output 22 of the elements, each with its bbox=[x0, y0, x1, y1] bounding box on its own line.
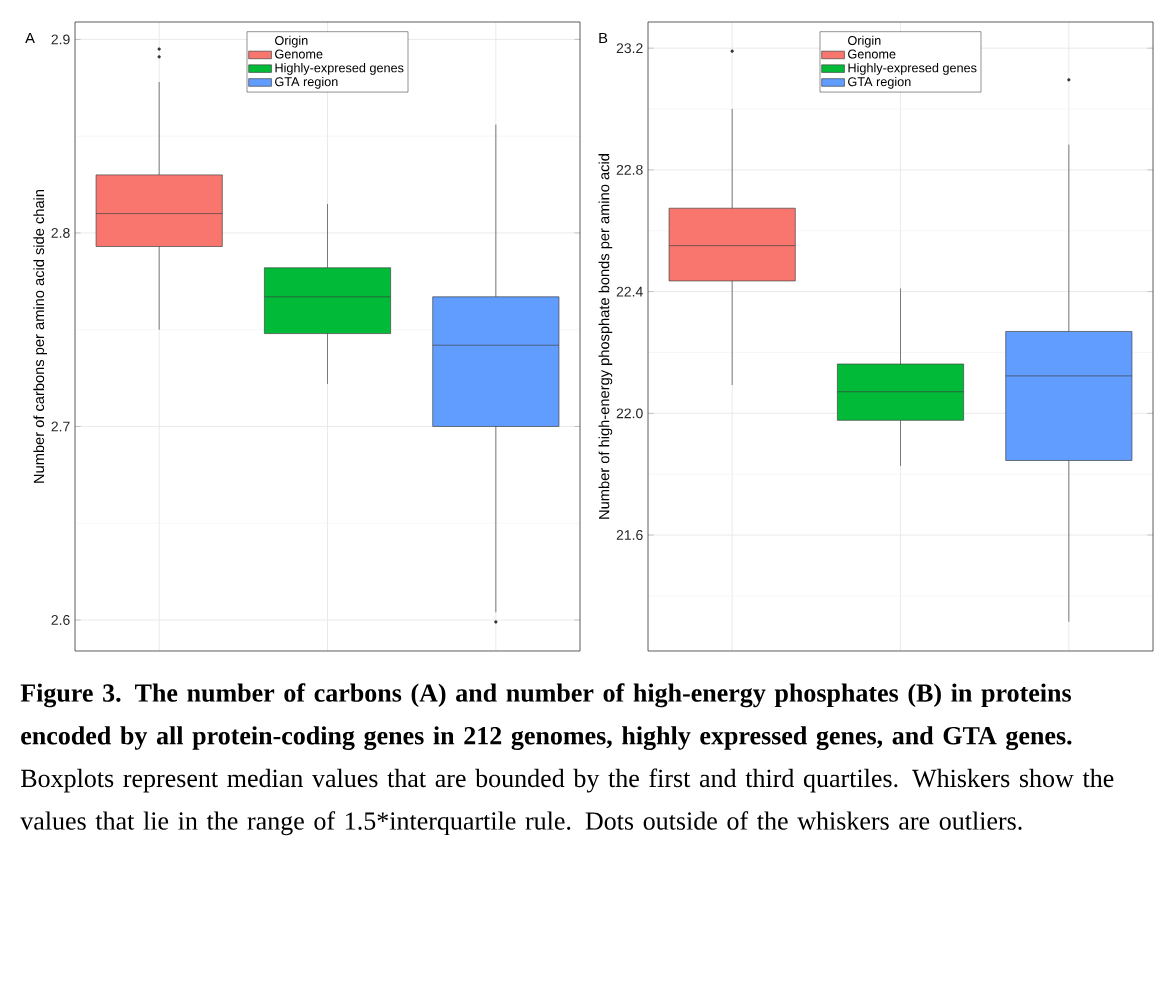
y-axis-title: Number of carbons per amino acid side chain bbox=[33, 189, 47, 483]
text: B bbox=[599, 32, 608, 44]
y-tick-label: 2.6 bbox=[51, 615, 70, 625]
legend-label: Highly-expresed genes bbox=[848, 63, 977, 75]
legend-label: GTA region bbox=[275, 76, 338, 89]
y-tick-label: 22.4 bbox=[616, 286, 643, 297]
y-tick-label: 2.8 bbox=[51, 228, 70, 238]
y-tick-label: 22.0 bbox=[616, 408, 643, 419]
legend-label: GTA region bbox=[848, 76, 911, 89]
legend-label: Genome bbox=[848, 49, 896, 59]
text: A bbox=[25, 33, 35, 44]
y-axis-title: Number of high-energy phosphate bonds per amino acid bbox=[598, 154, 613, 519]
text: Figure 3. The number of carbons (A) and number of high-energy phosphates (B) in proteins encoded by all protein-coding genes in 212 genomes, highly expressed genes, and GTA genes. Boxplots represent median values that are bounded by the first and third quartiles. Whiskers show the values that lie in the range of 1.5*interquartile rule. Dots outside of the whiskers are outliers. bbox=[20, 683, 1114, 836]
y-tick-label: 22.8 bbox=[616, 164, 643, 175]
legend-label: Highly-expresed genes bbox=[275, 63, 404, 75]
y-tick-label: 21.6 bbox=[616, 530, 643, 541]
legend-title: Origin bbox=[275, 35, 308, 48]
y-tick-label: 2.7 bbox=[51, 421, 70, 432]
legend-label: Genome bbox=[275, 49, 323, 59]
legend-title: Origin bbox=[848, 35, 881, 48]
y-tick-label: 23.2 bbox=[616, 43, 643, 54]
y-tick-label: 2.9 bbox=[51, 34, 70, 45]
